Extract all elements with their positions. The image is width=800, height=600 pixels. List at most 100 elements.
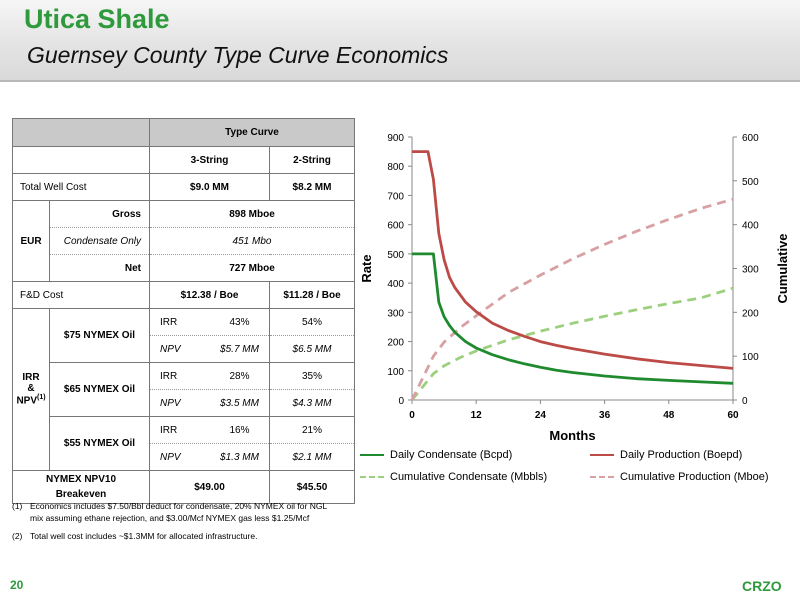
table-row: EUR Gross 898 Mboe xyxy=(12,200,356,282)
header-band xyxy=(0,0,800,80)
table-blank-cell xyxy=(12,146,150,174)
x-tick-label: 48 xyxy=(663,410,675,421)
row-label-eur: EUR xyxy=(12,200,50,282)
y-tick-label: 800 xyxy=(387,162,404,173)
row-label-irr-npv: IRR & NPV(1) xyxy=(12,308,50,471)
y-tick-label: 0 xyxy=(398,396,404,407)
legend-item-daily-condensate: Daily Condensate (Bcpd) xyxy=(360,449,512,461)
eur-net-label: Net xyxy=(49,254,150,282)
y2-tick-label: 300 xyxy=(742,265,759,276)
header-divider xyxy=(0,80,800,82)
x-tick-label: 24 xyxy=(535,410,547,421)
table-row: NYMEX NPV10 Breakeven $49.00 $45.50 xyxy=(12,470,356,504)
irr-55-2string: 21% xyxy=(268,416,356,444)
legend-swatch xyxy=(590,454,614,456)
row-label-total-well-cost: Total Well Cost xyxy=(12,173,150,201)
breakeven-2string: $45.50 xyxy=(268,470,356,504)
col-header-2string: 2-String xyxy=(268,146,356,174)
footnote-2: (2) Total well cost includes ~$1.3MM for … xyxy=(12,531,258,541)
table-row: Condensate Only 451 Mbo xyxy=(13,227,356,255)
npv-75-3string: NPV $5.7 MM xyxy=(149,335,270,363)
row-label-breakeven: NYMEX NPV10 Breakeven xyxy=(12,470,150,504)
company-logo: CRZO xyxy=(742,578,782,594)
npv-label: NPV(1) xyxy=(16,394,46,407)
fd-cost-2string: $11.28 / Boe xyxy=(268,281,356,309)
y2-tick-label: 500 xyxy=(742,177,759,188)
table-row: NPV $1.3 MM $2.1 MM xyxy=(13,443,356,471)
table-row: F&D Cost $12.38 / Boe $11.28 / Boe xyxy=(12,281,356,309)
npv-75-2string: $6.5 MM xyxy=(268,335,356,363)
y2-tick-label: 200 xyxy=(742,308,759,319)
series-line-daily-production-boepd xyxy=(412,150,734,370)
y-axis-title: Rate xyxy=(359,254,374,282)
table-row: $65 NYMEX Oil IRR 28% 35% xyxy=(13,362,356,417)
y-tick-label: 600 xyxy=(387,221,404,232)
table-row: Net 727 Mboe xyxy=(13,254,356,282)
npv-65-3string: NPV $3.5 MM xyxy=(149,389,270,417)
series-line-cumulative-production-mboe xyxy=(410,197,734,401)
irr-label: IRR xyxy=(22,372,40,384)
fd-cost-3string: $12.38 / Boe xyxy=(149,281,270,309)
x-tick-label: 0 xyxy=(409,410,415,421)
npv-65-2string: $4.3 MM xyxy=(268,389,356,417)
y-tick-label: 700 xyxy=(387,191,404,202)
legend-swatch xyxy=(590,476,614,478)
total-well-cost-2string: $8.2 MM xyxy=(268,173,356,201)
y-tick-label: 500 xyxy=(387,250,404,261)
irr-75-2string: 54% xyxy=(268,308,356,336)
y-tick-label: 100 xyxy=(387,367,404,378)
series-line-daily-condensate-bcpd xyxy=(412,252,734,385)
page-title: Utica Shale xyxy=(24,4,170,34)
eur-condensate-value: 451 Mbo xyxy=(148,227,356,255)
footnote-1: (1) Economics includes $7.50/Bbl deduct f… xyxy=(12,501,327,523)
type-curve-header: Type Curve xyxy=(148,118,356,147)
x-tick-label: 36 xyxy=(599,410,611,421)
page-number: 20 xyxy=(10,578,24,592)
table-row: NPV $5.7 MM $6.5 MM xyxy=(13,335,356,363)
irr-65-3string: IRR 28% xyxy=(149,362,270,390)
footnotes: (1) Economics includes $7.50/Bbl deduct f… xyxy=(12,500,332,542)
col-header-3string: 3-String xyxy=(149,146,270,174)
table-row: IRR & NPV(1) $75 NYMEX Oil IRR 43% 54% xyxy=(12,308,356,471)
eur-gross-value: 898 Mboe xyxy=(148,200,356,228)
table-corner-cell xyxy=(12,118,150,147)
page-subtitle: Guernsey County Type Curve Economics xyxy=(27,42,449,68)
irr-55-3string: IRR 16% xyxy=(149,416,270,444)
case-label-65: $65 NYMEX Oil xyxy=(49,362,150,417)
y-tick-label: 900 xyxy=(387,133,404,144)
legend-item-cumulative-production: Cumulative Production (Mboe) xyxy=(590,471,769,483)
y2-axis-title: Cumulative xyxy=(775,233,790,303)
total-well-cost-3string: $9.0 MM xyxy=(149,173,270,201)
economics-table: Type Curve 3-String 2-String Total Well … xyxy=(12,118,356,504)
series-line-cumulative-condensate-mbbls xyxy=(410,286,734,401)
eur-gross-label: Gross xyxy=(49,200,150,228)
amp-label: & xyxy=(27,383,35,395)
breakeven-3string: $49.00 xyxy=(149,470,270,504)
x-tick-label: 12 xyxy=(471,410,483,421)
irr-65-2string: 35% xyxy=(268,362,356,390)
irr-75-3string: IRR 43% xyxy=(149,308,270,336)
y2-tick-label: 400 xyxy=(742,221,759,232)
case-label-75: $75 NYMEX Oil xyxy=(49,308,150,363)
legend-swatch xyxy=(360,454,384,456)
table-subheader-row: 3-String 2-String xyxy=(12,146,356,174)
table-row: $55 NYMEX Oil IRR 16% 21% xyxy=(13,416,356,471)
legend-swatch xyxy=(360,476,384,478)
eur-condensate-label: Condensate Only xyxy=(49,227,150,255)
y2-tick-label: 0 xyxy=(742,396,748,407)
type-curve-chart: 0100200300400500600700800900010020030040… xyxy=(359,133,790,443)
y-tick-label: 400 xyxy=(387,279,404,290)
legend-item-cumulative-condensate: Cumulative Condensate (Mbbls) xyxy=(360,471,547,483)
y2-tick-label: 600 xyxy=(742,133,759,144)
y2-tick-label: 100 xyxy=(742,352,759,363)
y-tick-label: 300 xyxy=(387,308,404,319)
case-label-55: $55 NYMEX Oil xyxy=(49,416,150,471)
legend-item-daily-production: Daily Production (Boepd) xyxy=(590,449,742,461)
x-axis-title: Months xyxy=(549,428,595,443)
eur-net-value: 727 Mboe xyxy=(148,254,356,282)
table-header-row: Type Curve xyxy=(12,118,356,147)
npv-55-3string: NPV $1.3 MM xyxy=(149,443,270,471)
npv-55-2string: $2.1 MM xyxy=(268,443,356,471)
row-label-fd-cost: F&D Cost xyxy=(12,281,150,309)
x-tick-label: 60 xyxy=(727,410,739,421)
